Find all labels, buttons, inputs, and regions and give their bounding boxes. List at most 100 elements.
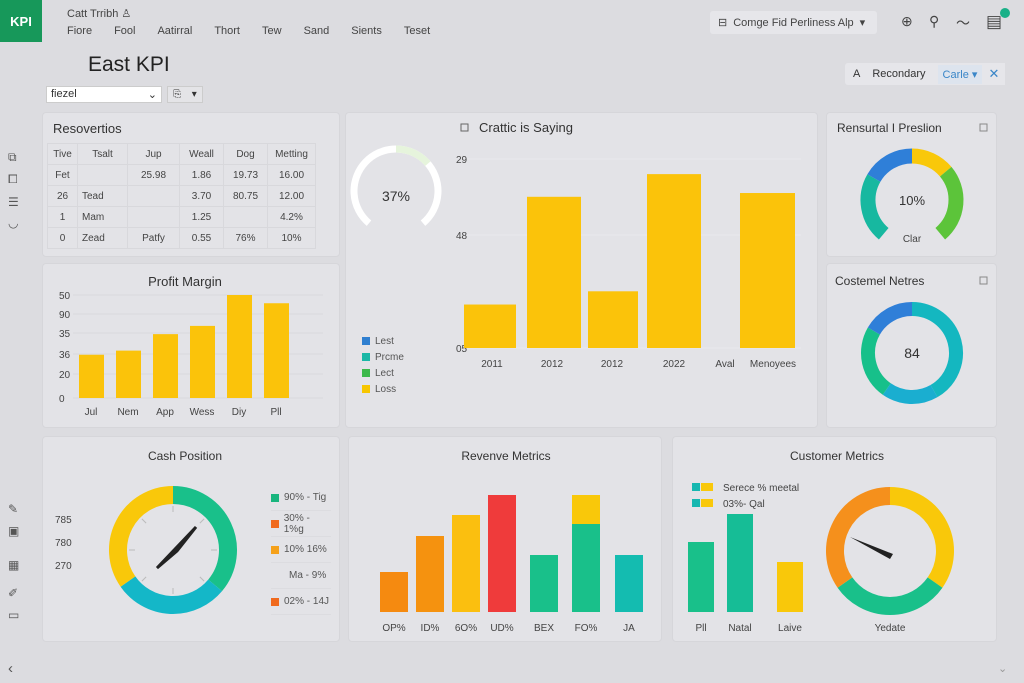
category-dropdown[interactable]: Carle ▾	[937, 64, 983, 84]
legend-item[interactable]: 02% - 14J	[271, 589, 331, 615]
column-header[interactable]: Tive	[47, 143, 78, 165]
options-icon	[979, 123, 988, 132]
x-tick-label: Natal	[728, 623, 751, 634]
x-tick-label: FO%	[575, 623, 598, 634]
user-icon[interactable]: ♙	[121, 8, 132, 20]
link-button[interactable]: ⎘ ▾	[167, 86, 203, 103]
region-select[interactable]: fiezel ⌄	[46, 86, 162, 103]
save-icon: ⊟	[718, 17, 728, 29]
cup-icon[interactable]: ◡	[8, 216, 19, 230]
rensurtal-gauge: Rensurtal I Preslion 10% Clar	[837, 121, 988, 245]
table-cell	[127, 206, 180, 228]
edit-icon[interactable]: ✎	[8, 502, 19, 516]
grid-icon[interactable]: ⊕	[901, 13, 913, 29]
chevron-down-icon: ▾	[191, 89, 197, 100]
comment-icon[interactable]: ▭	[8, 608, 20, 622]
column-header[interactable]: Weall	[179, 143, 224, 165]
nav-item[interactable]: Aatirral	[157, 25, 193, 37]
nav-item[interactable]: Thort	[214, 25, 240, 37]
legend-item[interactable]: Lect	[362, 365, 404, 381]
legend-swatch	[271, 597, 279, 606]
chart-title: Profit Margin	[148, 274, 222, 289]
profit-margin-chart: Profit Margin 50 90 35 36 20 0 Jul Nem App Wess Diy…	[59, 274, 323, 418]
legend-item[interactable]: 30% - 1%g	[271, 511, 331, 537]
bar	[527, 196, 581, 348]
chevron-down-icon[interactable]: ⌄	[998, 663, 1008, 675]
nav-item[interactable]: Sand	[303, 25, 330, 37]
nav-item[interactable]: Fiore	[67, 25, 93, 37]
table-row[interactable]: 1 Mam 1.25 4.2%	[47, 206, 316, 228]
run-icon[interactable]: ⚲	[929, 13, 940, 29]
legend-swatch	[362, 353, 370, 361]
x-tick-label: Laive	[778, 623, 802, 634]
caret-icon: ▾	[859, 17, 866, 29]
legend-label: Lect	[375, 367, 394, 379]
table-cell	[223, 206, 268, 228]
app-logo[interactable]: KPI	[0, 0, 42, 42]
nav-item[interactable]: Sients	[351, 25, 382, 37]
collapse-chevron-icon[interactable]: ‹	[8, 660, 13, 677]
donut-value: 84	[904, 345, 920, 361]
customer-panel: Customer Metrics Serece % meetal 03%- Qal P…	[672, 436, 997, 642]
donut-segment	[826, 487, 891, 588]
legend-label: 10% 16%	[284, 544, 327, 555]
column-header[interactable]: Dog	[223, 143, 268, 165]
workspace-selector[interactable]: ⊟ Comge Fid Perliness Alp ▾	[710, 11, 877, 34]
font-icon[interactable]: A	[853, 68, 861, 80]
close-button[interactable]: ✕	[983, 63, 1005, 85]
donut-segment	[172, 486, 237, 592]
table-cell: Zead	[77, 227, 128, 249]
table-cell: 12.00	[267, 185, 316, 207]
x-tick-label: Diy	[232, 407, 246, 418]
list-icon[interactable]: ☰	[8, 195, 19, 209]
pencil-icon[interactable]: ✐	[8, 586, 19, 600]
table-cell: 80.75	[223, 185, 268, 207]
legend-item[interactable]: Prcme	[362, 349, 404, 365]
bookmark-icon[interactable]: ⧠	[8, 172, 18, 186]
table-panel: Resovertios Tive Tsalt Jup Weall Dog Metting …	[42, 112, 340, 257]
copy-icon[interactable]: ⧉	[8, 150, 17, 164]
column-header[interactable]: Metting	[267, 143, 316, 165]
legend-label: 03%- Qal	[723, 499, 765, 510]
nav-item[interactable]: Teset	[403, 25, 431, 37]
profit-margin-panel: Profit Margin 50 90 35 36 20 0 Jul Nem App Wess Diy…	[42, 263, 340, 428]
bar	[227, 295, 252, 398]
bar	[615, 555, 643, 612]
x-tick-label: JA	[623, 623, 635, 634]
bar	[488, 495, 516, 612]
revenue-chart: Revenve Metrics OP% ID% 6O% UD% BEX FO% JA	[380, 449, 643, 634]
legend-item[interactable]: 10% 16%	[271, 537, 331, 563]
table-row[interactable]: 26 Tead 3.70 80.75 12.00	[47, 185, 316, 207]
trend-icon[interactable]: 〜	[956, 15, 970, 31]
table-row[interactable]: Fet 25.98 1.86 19.73 16.00	[47, 164, 316, 186]
gauge-needle	[850, 537, 893, 559]
table-cell: 1	[47, 206, 78, 228]
donut-segment	[109, 486, 174, 587]
x-tick-label: 6O%	[455, 623, 477, 634]
y-tick-label: 35	[59, 329, 71, 340]
table-header: Tive Tsalt Jup Weall Dog Metting	[47, 143, 316, 165]
gauge-tick	[199, 518, 205, 524]
column-header[interactable]: Jup	[127, 143, 180, 165]
chart-title: Revenve Metrics	[461, 449, 550, 463]
donut-segment	[837, 577, 943, 615]
bar	[688, 542, 714, 612]
collapse-icon	[460, 123, 469, 132]
x-tick-label: ID%	[421, 623, 440, 634]
table-row[interactable]: 0 Zead Patfy 0.55 76% 10%	[47, 227, 316, 249]
legend-item[interactable]: Loss	[362, 381, 404, 397]
nav-item[interactable]: Tew	[262, 25, 282, 37]
nav-item[interactable]: Fool	[114, 25, 136, 37]
legend-item[interactable]: Ma - 9%	[271, 563, 331, 589]
table-cell: Mam	[77, 206, 128, 228]
x-tick-label: Menoyees	[750, 359, 796, 370]
y-tick-label: 05	[456, 344, 468, 355]
legend-item[interactable]: Lest	[362, 333, 404, 349]
image-icon[interactable]: ▣	[8, 524, 20, 538]
legend-label: 02% - 14J	[284, 596, 330, 607]
column-header[interactable]: Tsalt	[77, 143, 128, 165]
legend-swatch	[362, 385, 370, 393]
report-icon[interactable]: ▤	[986, 12, 1003, 31]
calendar-icon[interactable]: ▦	[8, 558, 20, 572]
legend-item[interactable]: 90% - Tig	[271, 485, 331, 511]
